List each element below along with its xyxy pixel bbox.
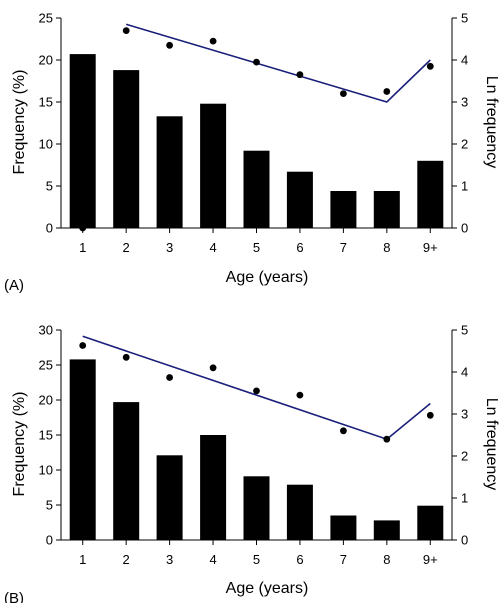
panel-a-x-axis-title: Age (years) xyxy=(226,269,309,286)
panel-b-x-axis-title: Age (years) xyxy=(226,580,309,597)
panel-a-x-tick-label-2: 2 xyxy=(123,240,130,255)
panel-a-ln-point-2 xyxy=(122,27,130,34)
panel-a-label: (A) xyxy=(4,277,24,294)
panel-b-bar-5 xyxy=(243,476,270,540)
panel-b-x-tick-label-7: 7 xyxy=(340,552,347,567)
panel-b-marks: 0 5 10 15 20 25 30 0 1 2 3 4 5 1 2 3 4 5 6 7 8 9+ xyxy=(39,323,469,568)
panel-a: 0 5 10 15 20 25 0 1 2 3 4 5 1 2 3 4 5 6 7 8 9+ Frequency (%)… xyxy=(4,11,500,295)
panel-b-x-tick-label-1: 1 xyxy=(79,552,86,567)
panel-b-ln-point-3 xyxy=(166,374,174,381)
panel-b-x-tick-label-3: 3 xyxy=(166,552,173,567)
panel-a-ln-point-5 xyxy=(253,58,260,66)
panel-a-bar-7 xyxy=(330,191,357,228)
panel-a-y2-tick-label-2: 2 xyxy=(461,137,468,152)
panel-b-bar-2 xyxy=(113,402,140,540)
panel-b-ln-point-6 xyxy=(296,391,304,399)
panel-b-y2-tick-label-5: 5 xyxy=(461,323,468,338)
panel-a-y2-axis-title: Ln frequency xyxy=(483,76,500,169)
panel-b-y2-tick-label-0: 0 xyxy=(461,533,468,548)
panel-b-x-tick-label-8: 8 xyxy=(383,552,390,567)
panel-a-x-tick-label-6: 6 xyxy=(296,240,303,255)
panel-a-y2-tick-label-4: 4 xyxy=(461,53,468,68)
panel-a-bar-6 xyxy=(286,171,313,228)
panel-b: 0 5 10 15 20 25 30 0 1 2 3 4 5 1 2 3 4 5 6 7 8 9+ Frequency (… xyxy=(4,323,500,603)
panel-a-x-tick-label-7: 7 xyxy=(340,240,347,255)
panel-a-y2-tick-label-1: 1 xyxy=(461,179,468,194)
panel-b-y-tick-label-10: 10 xyxy=(39,463,53,478)
panel-b-y2-tick-label-1: 1 xyxy=(461,491,468,506)
panel-b-x-tick-label-9+: 9+ xyxy=(423,552,438,567)
panel-b-ln-point-9+ xyxy=(426,411,434,419)
panel-b-ln-point-7 xyxy=(340,427,347,435)
panel-b-y-tick-label-5: 5 xyxy=(46,498,53,513)
panel-a-y-axis-title: Frequency (%) xyxy=(11,70,28,175)
panel-a-x-tick-label-4: 4 xyxy=(209,240,216,255)
panel-a-y2-tick-label-3: 3 xyxy=(461,95,468,110)
panel-b-y-tick-label-25: 25 xyxy=(39,358,53,373)
panel-b-x-tick-label-2: 2 xyxy=(123,552,130,567)
panel-b-bar-8 xyxy=(373,520,400,540)
panel-b-x-tick-label-6: 6 xyxy=(296,552,303,567)
panel-a-ln-point-3 xyxy=(166,41,174,49)
panel-a-ln-point-6 xyxy=(296,71,304,79)
panel-b-ln-point-4 xyxy=(209,364,217,372)
panel-a-bar-3 xyxy=(156,116,183,228)
panel-b-y-tick-label-30: 30 xyxy=(39,323,53,338)
panel-a-bar-5 xyxy=(243,150,270,228)
panel-a-ln-point-1 xyxy=(79,224,87,232)
panel-b-bar-9+ xyxy=(417,505,444,540)
panel-b-y2-axis-title: Ln frequency xyxy=(483,398,500,491)
panel-b-y-tick-label-0: 0 xyxy=(46,533,53,548)
panel-b-x-tick-label-5: 5 xyxy=(253,552,260,567)
panel-b-bar-7 xyxy=(330,515,357,540)
panel-a-x-tick-label-1: 1 xyxy=(79,240,86,255)
panel-a-bar-1 xyxy=(69,54,96,228)
panel-a-y-tick-label-25: 25 xyxy=(39,11,53,26)
panel-b-ln-point-1 xyxy=(79,342,87,349)
panel-a-x-tick-label-8: 8 xyxy=(383,240,390,255)
panel-b-y2-tick-label-4: 4 xyxy=(461,365,468,380)
panel-a-bar-4 xyxy=(200,103,227,228)
panel-b-bar-1 xyxy=(69,359,96,540)
panel-a-y-tick-label-5: 5 xyxy=(46,179,53,194)
panel-a-y-tick-label-20: 20 xyxy=(39,53,53,68)
panel-a-y-tick-label-15: 15 xyxy=(39,95,53,110)
panel-a-marks: 0 5 10 15 20 25 0 1 2 3 4 5 1 2 3 4 5 6 7 8 9+ xyxy=(39,11,469,256)
panel-a-y-tick-label-0: 0 xyxy=(46,221,53,236)
panel-a-y2-tick-label-5: 5 xyxy=(461,11,468,26)
panel-b-bar-6 xyxy=(286,484,313,540)
panel-b-y2-tick-label-3: 3 xyxy=(461,407,468,422)
panel-b-bar-3 xyxy=(156,455,183,540)
panel-b-ln-point-2 xyxy=(122,353,130,361)
panel-b-ln-point-5 xyxy=(253,387,260,395)
panel-a-fit-line xyxy=(125,23,431,103)
panel-b-bar-4 xyxy=(200,435,227,540)
panel-a-ln-point-9+ xyxy=(426,62,434,70)
panel-b-ln-point-8 xyxy=(383,435,391,443)
panel-a-y-tick-label-10: 10 xyxy=(39,137,53,152)
panel-a-bar-9+ xyxy=(417,160,444,228)
panel-b-y2-tick-label-2: 2 xyxy=(461,449,468,464)
panel-a-x-tick-label-5: 5 xyxy=(253,240,260,255)
panel-b-label: (B) xyxy=(4,590,24,603)
panel-a-ln-point-8 xyxy=(383,88,391,95)
panel-a-ln-point-4 xyxy=(209,37,217,45)
panel-b-y-tick-label-20: 20 xyxy=(39,393,53,408)
panel-b-x-tick-label-4: 4 xyxy=(209,552,216,567)
panel-b-y-tick-label-15: 15 xyxy=(39,428,53,443)
panel-a-x-tick-label-3: 3 xyxy=(166,240,173,255)
panel-a-y2-tick-label-0: 0 xyxy=(461,221,468,236)
panel-a-ln-point-7 xyxy=(340,90,347,97)
panel-a-x-tick-label-9+: 9+ xyxy=(423,240,438,255)
panel-a-bar-2 xyxy=(113,70,140,228)
panel-b-y-axis-title: Frequency (%) xyxy=(11,392,28,497)
panel-a-bar-8 xyxy=(373,191,400,228)
